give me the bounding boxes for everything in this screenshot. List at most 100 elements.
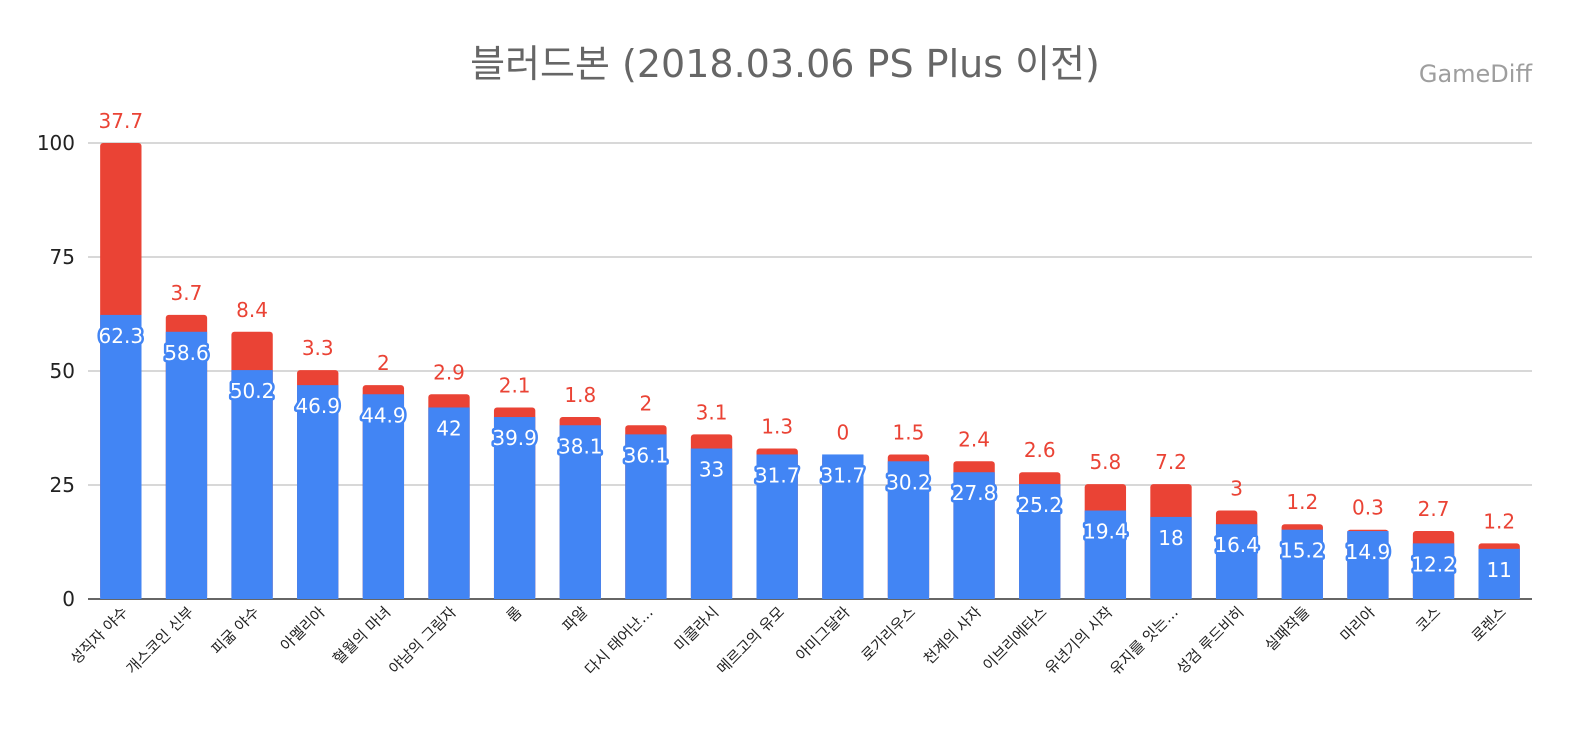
data-label-red: 3.1 [696,400,728,424]
bar-blue-segment [1347,531,1389,599]
x-tick-label: 미콜라시 [671,603,723,655]
x-tick-label: 실패작들 [1261,603,1313,655]
x-tick-label: 로렌스 [1468,603,1510,645]
data-label-red: 1.2 [1483,509,1515,533]
data-label-red: 0.3 [1352,496,1384,520]
x-tick-label: 개스코인 신부 [123,603,198,678]
data-label-red: 3.7 [171,281,203,305]
data-label-red: 3.3 [302,336,334,360]
data-label-blue: 12.2 [1411,552,1456,576]
data-label-blue: 46.9 [295,394,340,418]
data-label-red: 2 [377,351,390,375]
x-tick-label: 로가리우스 [858,603,920,665]
data-label-blue: 44.9 [361,403,406,427]
data-labels: 62.3 37.7 58.6 3.7 50.2 8.4 46.9 3.3 44.9 2 42 2.9 3… [96,109,1515,584]
watermark: GameDiff [1419,60,1533,88]
data-label-blue: 11 [1486,558,1511,582]
data-label-red: 2.6 [1024,438,1056,462]
bar-blue-segment [953,472,995,599]
data-label-blue: 50.2 [230,379,275,403]
bar-blue-segment [231,370,273,599]
bar-blue-segment [100,314,142,599]
data-label-red: 5.8 [1089,450,1121,474]
bar-blue-segment [887,461,930,599]
bar-blue-segment [297,385,339,599]
data-label-red: 0 [836,420,849,444]
x-tick-label: 천계의 사자 [920,603,985,668]
data-label-red: 7.2 [1155,450,1187,474]
data-label-blue: 62.3 [99,324,144,348]
y-tick-label: 75 [50,245,75,269]
bar-blue-segment [756,454,798,599]
x-tick-label: 코스 [1412,603,1444,635]
bar-blue-segment [1150,516,1192,599]
data-label-blue: 25.2 [1017,493,1062,517]
x-tick-label: 피굶 야수 [208,603,263,658]
data-label-red: 2.4 [958,427,990,451]
y-axis: 0 25 50 75 100 [37,131,1532,611]
data-label-red: 1.2 [1286,490,1318,514]
bar-blue-segment [690,448,733,599]
data-label-red: 3 [1230,477,1243,501]
bar-blue-segment [1412,543,1455,599]
x-tick-label: 이브리에타스 [979,603,1050,674]
bar-blue-segment [1478,548,1520,599]
y-tick-label: 25 [50,473,75,497]
data-label-red: 2 [640,391,653,415]
data-label-red: 2.1 [499,373,531,397]
data-label-blue: 14.9 [1346,540,1391,564]
x-tick-label: 유년기의 시작 [1042,603,1117,678]
data-label-blue: 39.9 [492,426,537,450]
data-label-blue: 31.7 [755,463,800,487]
data-label-blue: 36.1 [624,443,669,467]
y-tick-label: 0 [62,587,75,611]
data-label-red: 2.9 [433,360,465,384]
x-tick-label: 메르고의 유모 [713,603,788,678]
data-label-blue: 18 [1158,526,1183,550]
bar-blue-segment [362,394,405,599]
data-label-blue: 33 [699,458,724,482]
x-tick-label: 파알 [559,603,591,635]
y-tick-label: 100 [37,131,75,155]
data-label-red: 1.5 [893,420,925,444]
bar-blue-segment [1281,529,1323,599]
y-tick-label: 50 [50,359,75,383]
x-tick-label: 아멜리아 [277,603,329,655]
data-label-red: 1.3 [761,415,793,439]
x-tick-label: 아미그달라 [792,603,854,665]
data-label-blue: 30.2 [886,470,931,494]
x-tick-label: 마리아 [1337,603,1379,645]
bar-blue-segment [428,407,470,599]
bars [100,143,1520,599]
bar-blue-segment [1019,484,1061,599]
x-tick-label: 다시 태어난… [581,603,657,679]
bar-blue-segment [1215,524,1258,599]
x-tick-label: 성직자 야수 [67,603,132,668]
bar-blue-segment [493,417,536,599]
x-tick-label: 혈월의 마녀 [329,603,394,668]
bar-blue-segment [559,425,601,599]
x-tick-label: 유지를 잇는… [1106,603,1182,679]
data-label-red: 1.8 [564,383,596,407]
data-label-blue: 38.1 [558,434,603,458]
x-tick-label: 성검 루드비히 [1173,603,1248,678]
bar-blue-segment [165,331,208,599]
data-label-red: 37.7 [99,109,144,133]
x-tick-label: 롬 [503,603,526,626]
data-label-red: 8.4 [236,298,268,322]
data-label-red: 2.7 [1418,497,1450,521]
data-label-blue: 31.7 [821,463,866,487]
bar-blue-segment [625,434,667,599]
x-tick-label: 야남의 그림자 [385,603,460,678]
chart-title: 블러드본 (2018.03.06 PS Plus 이전) [470,42,1100,86]
data-label-blue: 15.2 [1280,539,1325,563]
bar-blue-segment [822,454,864,599]
data-label-blue: 27.8 [952,481,997,505]
data-label-blue: 16.4 [1214,533,1259,557]
data-label-blue: 58.6 [164,341,209,365]
data-label-blue: 19.4 [1083,520,1128,544]
bar-blue-segment [1084,510,1127,599]
data-label-blue: 42 [436,416,461,440]
